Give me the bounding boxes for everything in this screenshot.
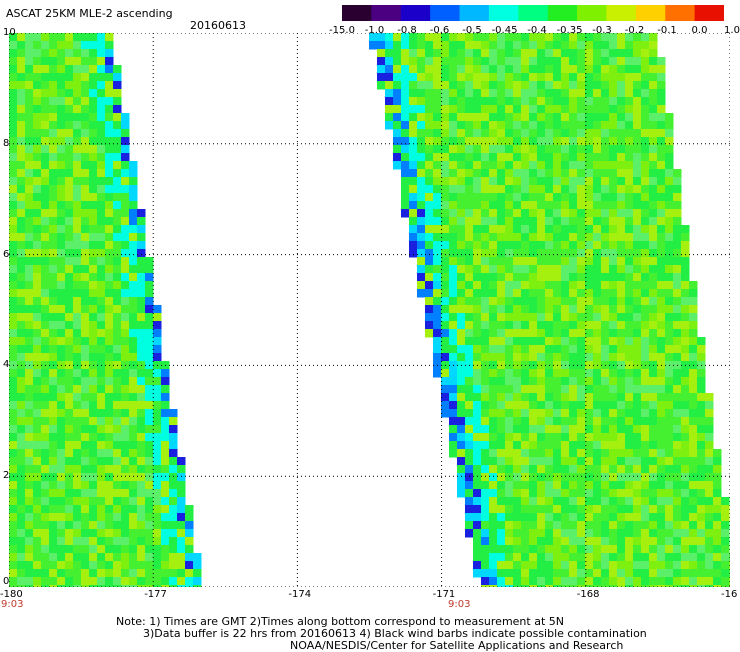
colorbar-tick-label: -0.45 <box>491 25 518 36</box>
colorbar-segment <box>430 5 461 21</box>
colorbar-tick-label: -0.3 <box>592 25 612 36</box>
y-axis-label: 8 <box>3 137 10 149</box>
colorbar-tick-label: -0.35 <box>556 25 583 36</box>
colorbar-segment <box>459 5 490 21</box>
y-axis-label: 6 <box>3 248 10 260</box>
y-axis-label: 4 <box>3 359 10 371</box>
colorbar-tick-label: 1.0 <box>724 25 740 36</box>
colorbar-tick-label: -1.0 <box>364 25 385 36</box>
colorbar-tick-label: -0.6 <box>429 25 450 36</box>
y-axis-label: 0 <box>3 576 10 587</box>
note-line-3: NOAA/NESDIS/Center for Satellite Applica… <box>290 639 624 652</box>
colorbar-segment <box>694 5 724 21</box>
colorbar-tick-label: -0.2 <box>624 25 645 36</box>
colorbar-tick-label: -0.1 <box>657 25 677 36</box>
colorbar-segment <box>400 5 431 21</box>
colorbar <box>342 5 724 21</box>
x-axis-label: -171 <box>432 589 456 600</box>
colorbar-tick-label: -15.0 <box>329 25 355 36</box>
x-axis-label: -174 <box>288 589 312 600</box>
colorbar-segment <box>342 5 372 21</box>
y-axis-label: 2 <box>3 470 10 482</box>
map-plot-area <box>9 33 730 587</box>
colorbar-tick-label: -0.4 <box>527 25 547 36</box>
x-axis-label: -180 <box>0 589 23 600</box>
colorbar-tick-label: 0.0 <box>691 25 708 36</box>
colorbar-segment <box>371 5 402 21</box>
x-axis-label: -168 <box>576 589 600 600</box>
colorbar-tick-labels: -15.0 -1.0 -0.8 -0.6 -0.5 -0.45 -0.4 -0.35 -0.3 -… <box>329 25 740 38</box>
colorbar-segment <box>518 5 549 21</box>
colorbar-segment <box>606 5 637 21</box>
colorbar-tick-label: -0.5 <box>462 25 482 36</box>
note-line-2: 3)Data buffer is 22 hrs from 20160613 4)… <box>143 627 647 640</box>
map-title: ASCAT 25KM MLE-2 ascending <box>6 7 173 20</box>
colorbar-segment <box>665 5 696 21</box>
x-axis-label: -177 <box>144 589 167 600</box>
swath-image <box>9 33 730 587</box>
x-axis-label: -16 <box>721 589 738 600</box>
colorbar-segment <box>635 5 666 21</box>
colorbar-tick-label: -0.8 <box>397 25 417 36</box>
note-line-1: Note: 1) Times are GMT 2)Times along bot… <box>116 615 564 628</box>
colorbar-segment <box>488 5 519 21</box>
colorbar-segment <box>577 5 608 21</box>
swath-time-label: 9:03 <box>1 599 24 610</box>
colorbar-segment <box>547 5 578 21</box>
map-date: 20160613 <box>190 19 246 32</box>
y-axis-label: 10 <box>3 27 16 38</box>
swath-time-label: 9:03 <box>448 599 471 610</box>
